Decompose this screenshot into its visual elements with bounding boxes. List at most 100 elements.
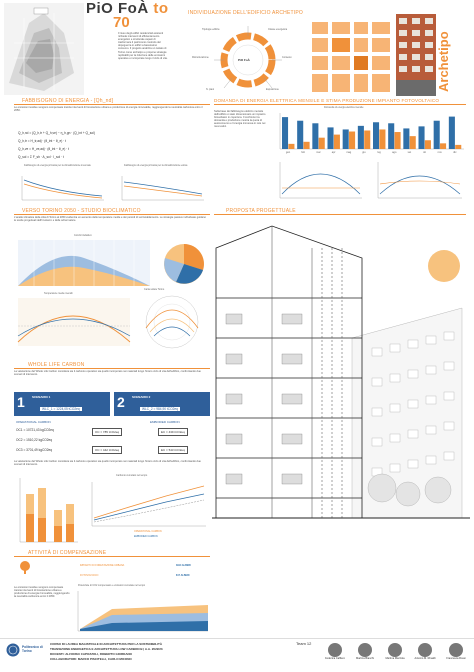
member-1: Federica Caffiero	[320, 643, 350, 660]
month-tick-label: apr	[332, 150, 336, 154]
title-line1: PiO FoÀ	[86, 0, 149, 17]
donut-label-left: Ristrutturazione	[192, 56, 209, 59]
donut-label-top-right: Classe energetica	[268, 28, 288, 31]
production-bar	[409, 136, 416, 149]
wlc-line-chart-title: Carbonio cumulato nel tempo	[116, 474, 148, 477]
donut-center-label: PiO FoÀ	[238, 58, 250, 62]
electric-chart: Domanda di energia elettrica mensile gen…	[274, 106, 466, 156]
compensation-row1-label: IMPIANTO DI FORESTAZIONE URBANA	[80, 564, 125, 567]
demand-bar	[357, 125, 364, 149]
member-name: Martina Bianchi	[356, 657, 374, 660]
electric-line-chart-1	[274, 158, 366, 204]
proposal-divider	[214, 214, 466, 215]
urban-plan-map	[308, 18, 394, 98]
sun-path-chart: Carta solare Torino	[134, 288, 210, 350]
member-5: Francesca Rossi	[440, 643, 472, 660]
archetype-section-title: INDIVIDUAZIONE DELL'EDIFICIO ARCHETIPO	[188, 10, 303, 16]
aerial-map-image	[4, 3, 84, 95]
formula-3: Q_h,ve = H_ve,adj · (θ_int − θ_e) · t	[18, 147, 70, 151]
demand-bar	[433, 120, 440, 149]
course-line: CORSO DI LAUREA MAGISTRALE IN ARCHITETTU…	[50, 642, 163, 646]
electric-demand-divider	[214, 104, 466, 105]
month-tick-label: mar	[316, 150, 321, 154]
archetype-donut: Tipologie edilizie Classe energetica Ris…	[192, 18, 304, 98]
formula-1: Q_h,nd = (Q_h,tr + Q_h,ve) − η_h,gn · (Q…	[18, 131, 95, 135]
production-bar	[303, 141, 310, 149]
university-name: Politecnico di Torino	[22, 645, 43, 653]
demand-bar	[342, 129, 349, 149]
production-line-chart-1	[279, 162, 362, 199]
energy-chart-right: Fabbisogno di energia primaria per la cl…	[116, 164, 208, 206]
section-drawing	[212, 218, 470, 536]
scenario-1-result: WLC_1 = 1224,05 tCO2eq	[40, 407, 82, 411]
wlc-divider	[14, 368, 210, 369]
production-bar	[379, 129, 386, 149]
university-logo	[6, 643, 20, 657]
wlc-text-2: La valutazione del Whole Life Carbon con…	[14, 460, 201, 467]
embodied-title: EMBODIED CARBON	[150, 420, 180, 424]
demand-bar	[282, 117, 289, 149]
month-tick-label: lug	[377, 150, 381, 154]
month-tick-label: mag	[346, 151, 352, 154]
torino2050-title: VERSO TORINO 2050 - STUDIO BIOCLIMATICO	[22, 208, 141, 214]
energy-need-divider	[14, 104, 210, 105]
formula-4: Q_sol = Σ F_sh · A_sol · I_sol · t	[18, 155, 64, 159]
comfort-chart-title: Comfort Adattivo	[74, 234, 92, 237]
month-tick-label: dic	[453, 150, 457, 154]
energy-chart-left-title: Fabbisogno di energia primaria per la cl…	[24, 164, 91, 167]
energy-need-title: FABBISOGNO DI ENERGIA - [Qh_nd]	[22, 98, 114, 104]
scenario-1-card: 1 SCENARIO 1 WLC_1 = 1224,05 tCO2eq	[14, 392, 110, 416]
scenario-2-number: 2	[117, 394, 125, 410]
oc-box-2: OC = 442 tCO2eq	[92, 446, 123, 454]
energy-line-chart-left	[21, 176, 104, 201]
avatar	[328, 643, 342, 657]
title-to: to	[153, 0, 169, 17]
member-4: Antonio M. Rinaldi	[410, 643, 440, 660]
electric-text: Sulla base del fabbisogno elettrico mens…	[214, 110, 266, 129]
member-3: Martina Mazzola	[380, 643, 410, 660]
member-name: Federica Caffiero	[325, 657, 345, 660]
sun-path-title: Carta solare Torino	[144, 288, 165, 291]
electric-demand-title: DOMANDA DI ENERGIA ELETTRICA MENSILE E S…	[214, 98, 440, 103]
footer: Politecnico di Torino CORSO DI LAUREA MA…	[0, 638, 474, 672]
energy-need-text: Le emissioni residue vengono compensate …	[14, 106, 203, 113]
compensation-row2-label: FOTOVOLTAICO	[80, 574, 99, 577]
production-bar	[424, 140, 431, 149]
avatar	[449, 643, 463, 657]
compensation-chart: Potenziale di CO2 compensato e emissioni…	[72, 584, 210, 636]
production-bar	[349, 131, 356, 149]
workshop-line: TRANSIZIONE ENERGETICA E ARCHITETTURA LO…	[50, 647, 163, 651]
demand-bar	[297, 120, 304, 149]
operational-title: OPERATIONAL CARBON	[16, 420, 51, 424]
temperature-chart: Temperature medie mensili	[14, 292, 132, 350]
demand-bar	[448, 116, 455, 149]
production-bar	[288, 143, 295, 149]
bioclimatic-pie	[158, 238, 210, 290]
compensation-row2-value: 817 ALBERI	[176, 574, 190, 577]
tree-icon	[18, 560, 32, 574]
wlc-title: WHOLE LIFE CARBON	[28, 362, 85, 368]
oc-line-2: OC2 = 1510,22 kgCO2eq	[16, 438, 53, 442]
month-tick-label: ago	[392, 151, 397, 154]
donut-label-bottom-right: Esposizione	[266, 88, 279, 91]
production-bar	[318, 137, 325, 149]
month-tick-label: feb	[301, 150, 305, 154]
compensation-chart-title: Potenziale di CO2 compensato e emissioni…	[78, 584, 146, 587]
wlc-cumulative-lines	[91, 482, 206, 527]
sun-path-diagram	[145, 295, 199, 349]
wlc-stacked-bars	[19, 478, 78, 543]
month-tick-label: nov	[438, 151, 443, 154]
compensation-text: Le emissioni residue vengono compensate …	[14, 586, 70, 599]
demand-bar	[327, 127, 334, 149]
production-bar	[440, 143, 447, 149]
wlc-line-chart: Carbonio cumulato nel tempo	[86, 474, 210, 532]
production-bar	[394, 132, 401, 149]
archetype-building-photo	[396, 14, 436, 96]
donut-label-right: Contesto	[282, 56, 292, 59]
electric-bar-chart: gen feb mar apr mag giu lug ago set ott nov dic	[279, 113, 464, 154]
avatar	[388, 643, 402, 657]
demand-bar	[418, 126, 425, 149]
oc-line-3: OC3 = 3701,49 kgCO2eq	[16, 448, 53, 452]
page-title: PiO FoÀ to	[86, 0, 169, 17]
legend-operational: OPERATIONAL CARBON	[134, 530, 162, 533]
